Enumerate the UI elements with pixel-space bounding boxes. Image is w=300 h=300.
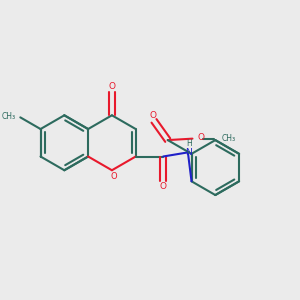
Text: N: N: [185, 148, 192, 157]
Text: H: H: [186, 139, 191, 148]
Text: CH₃: CH₃: [222, 134, 236, 143]
Text: O: O: [149, 111, 156, 120]
Text: O: O: [108, 82, 116, 91]
Text: O: O: [197, 134, 205, 142]
Text: O: O: [160, 182, 167, 191]
Text: CH₃: CH₃: [2, 112, 16, 121]
Text: O: O: [110, 172, 117, 181]
